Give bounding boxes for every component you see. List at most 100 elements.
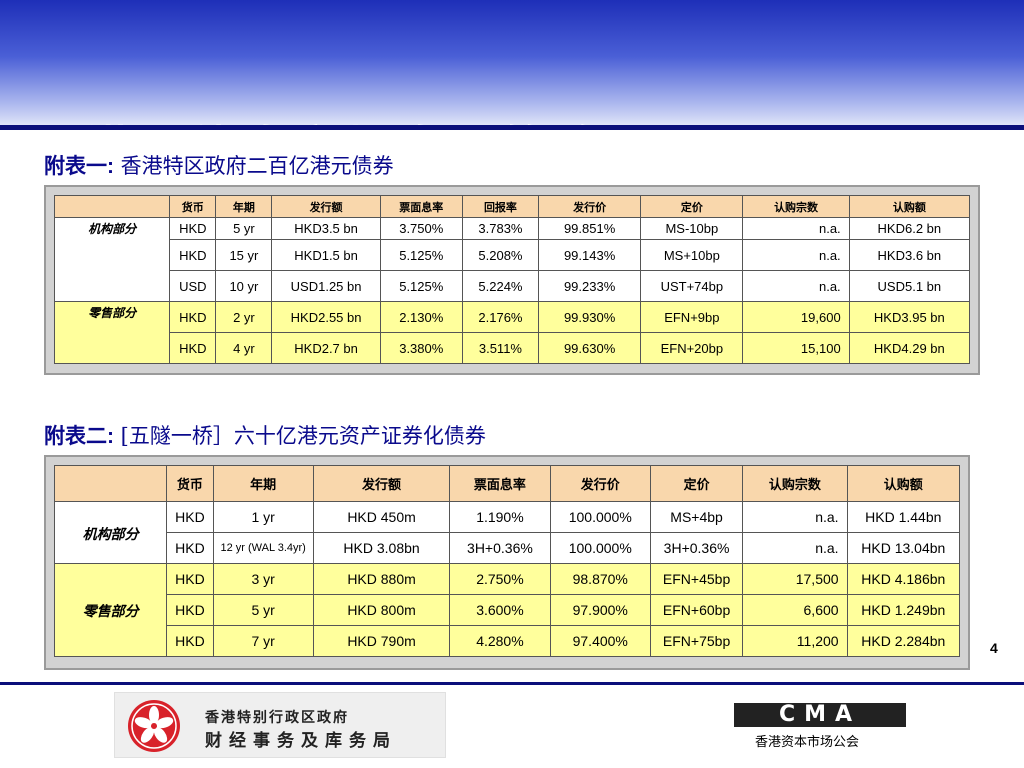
table-cell: 5 yr [215, 217, 273, 240]
table-cell: 4.280% [449, 625, 551, 657]
column-header: 认购额 [848, 195, 971, 218]
table-cell: 3.380% [379, 332, 463, 364]
table-row: HKD 15 yr HKD1.5 bn 5.125% 5.208% 99.143% MS+1… [55, 239, 971, 271]
column-header: 认购宗数 [742, 195, 850, 218]
table-cell: 99.143% [538, 239, 642, 271]
cma-caption: 香港资本市场公会 [755, 734, 860, 749]
column-header: 货币 [169, 195, 217, 218]
government-bond-table: 货币 年期 发行额 票面息率 回报率 发行价 定价 认购宗数 认购额 机构部分 HKD 5 yr HKD… [53, 195, 971, 364]
table-cell: HKD [166, 625, 214, 657]
column-header: 回报率 [461, 195, 540, 218]
table-cell: 5.125% [379, 270, 463, 302]
column-header: 定价 [649, 465, 744, 502]
table-cell: 100.000% [549, 501, 651, 533]
table-cell: HKD [166, 563, 214, 595]
column-header: 认购宗数 [742, 465, 848, 502]
table1-caption-text: 香港特区政府二百亿港元债券 [114, 154, 394, 178]
column-header [53, 465, 168, 502]
table-cell: 11,200 [742, 625, 848, 657]
column-header: 发行价 [538, 195, 642, 218]
table2-frame: 货币 年期 发行额 票面息率 发行价 定价 认购宗数 认购额 机构部分 HKD 1 yr HKD 45… [44, 455, 970, 670]
table-cell: HKD3.95 bn [848, 301, 971, 333]
table-cell: 3.783% [461, 217, 540, 240]
table-cell: HKD 880m [312, 563, 451, 595]
column-header: 年期 [215, 195, 273, 218]
table-cell: HKD3.5 bn [271, 217, 381, 240]
table-row: 零售部分 HKD 3 yr HKD 880m 2.750% 98.870% EFN+45bp… [53, 563, 961, 657]
table-cell: 3.511% [461, 332, 540, 364]
column-header: 票面息率 [379, 195, 463, 218]
table1-caption: 附表一: 香港特区政府二百亿港元债券 [44, 150, 394, 180]
table-cell: HKD 1.44bn [846, 501, 961, 533]
table-cell: 98.870% [549, 563, 651, 595]
column-header: 票面息率 [449, 465, 551, 502]
table-cell: 5 yr [212, 594, 314, 626]
slide-title: 港元债券市场发展策略 [86, 112, 606, 125]
table-row: HKD 4 yr HKD2.7 bn 3.380% 3.511% 99.630% EFN+2… [55, 332, 971, 364]
table-cell: 3.600% [449, 594, 551, 626]
table-cell: MS+10bp [640, 239, 744, 271]
table-header-row: 货币 年期 发行额 票面息率 发行价 定价 认购宗数 认购额 [53, 465, 961, 502]
table-cell: HKD [169, 332, 217, 364]
cma-logo: CMA [734, 703, 906, 727]
table-cell: n.a. [742, 217, 850, 240]
table-cell: HKD3.6 bn [848, 239, 971, 271]
table-cell: EFN+60bp [649, 594, 744, 626]
header-divider [0, 125, 1024, 130]
table-cell: 99.851% [538, 217, 642, 240]
table-cell: 6,600 [742, 594, 848, 626]
table2-caption-prefix: 附表二: [44, 425, 114, 448]
group-label: 零售部分 [53, 563, 168, 657]
table-cell: USD1.25 bn [271, 270, 381, 302]
table-cell: 100.000% [549, 532, 651, 564]
table-cell: 17,500 [742, 563, 848, 595]
table-cell: MS-10bp [640, 217, 744, 240]
table-cell: 15,100 [742, 332, 850, 364]
table-cell: HKD 800m [312, 594, 451, 626]
column-header [53, 195, 171, 218]
table-cell: USD [169, 270, 217, 302]
table-cell: n.a. [742, 501, 848, 533]
column-header: 发行价 [549, 465, 651, 502]
table-cell: 5.125% [379, 239, 463, 271]
table-cell: 10 yr [215, 270, 273, 302]
cma-logo-text: CMA [778, 702, 862, 727]
table-cell: HKD 4.186bn [846, 563, 961, 595]
table-cell: HKD1.5 bn [271, 239, 381, 271]
table-cell: 99.930% [538, 301, 642, 333]
table-cell: HKD 790m [312, 625, 451, 657]
securitisation-bond-table: 货币 年期 发行额 票面息率 发行价 定价 认购宗数 认购额 机构部分 HKD 1 yr HKD 45… [53, 465, 961, 657]
table-cell: 3H+0.36% [649, 532, 744, 564]
table-cell: 5.224% [461, 270, 540, 302]
government-logo: 香港特别行政区政府 财经事务及库务局 [114, 692, 446, 758]
table-cell: HKD 3.08bn [312, 532, 451, 564]
column-header: 发行额 [312, 465, 451, 502]
table-cell: HKD [169, 239, 217, 271]
table2-caption-text: [五隧一桥］六十亿港元资产证券化债券 [114, 424, 486, 448]
table-cell: 7 yr [212, 625, 314, 657]
bauhinia-emblem-icon [128, 700, 180, 752]
table2-caption: 附表二: [五隧一桥］六十亿港元资产证券化债券 [44, 420, 486, 450]
table-cell: HKD2.7 bn [271, 332, 381, 364]
table-cell: 2.750% [449, 563, 551, 595]
table1-caption-prefix: 附表一: [44, 155, 114, 178]
table-row: HKD 7 yr HKD 790m 4.280% 97.400% EFN+75bp 11,2… [55, 625, 961, 657]
gov-name-line1: 香港特别行政区政府 [205, 709, 349, 725]
table-cell: 15 yr [215, 239, 273, 271]
table-cell: 12 yr (WAL 3.4yr) [212, 532, 314, 564]
table-cell: EFN+9bp [640, 301, 744, 333]
table-cell: 4 yr [215, 332, 273, 364]
table-cell: 19,600 [742, 301, 850, 333]
header-band: 港元债券市场发展策略 [0, 0, 1024, 125]
table-cell: 99.233% [538, 270, 642, 302]
table-row: HKD 5 yr HKD 800m 3.600% 97.900% EFN+60bp 6,60… [55, 594, 961, 626]
table-row: 机构部分 HKD 1 yr HKD 450m 1.190% 100.000% MS+4bp n… [53, 501, 961, 564]
table-cell: n.a. [742, 239, 850, 271]
group-label: 机构部分 [53, 501, 168, 564]
table-cell: HKD6.2 bn [848, 217, 971, 240]
table-cell: EFN+20bp [640, 332, 744, 364]
table-cell: HKD 13.04bn [846, 532, 961, 564]
table-cell: 5.208% [461, 239, 540, 271]
table-row: 零售部分 HKD 2 yr HKD2.55 bn 2.130% 2.176% 99.930%… [53, 301, 971, 364]
table-row: USD 10 yr USD1.25 bn 5.125% 5.224% 99.233% UST… [55, 270, 971, 302]
